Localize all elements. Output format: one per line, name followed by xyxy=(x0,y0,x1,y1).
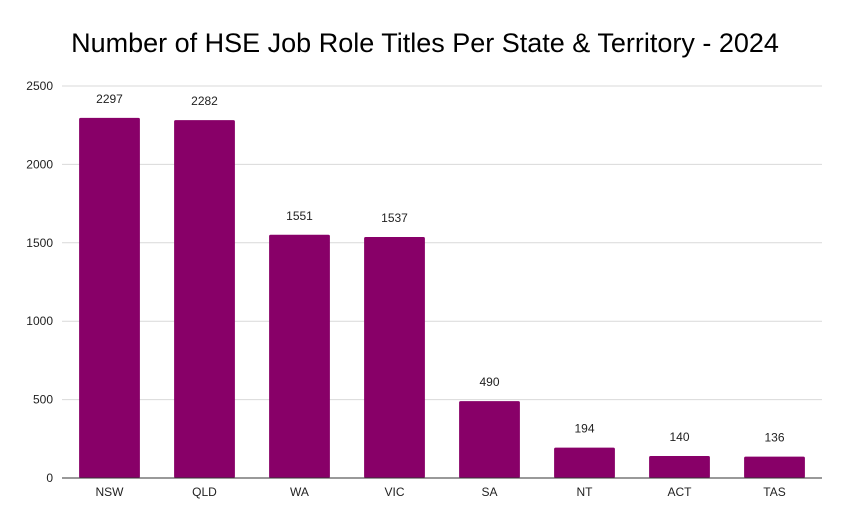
y-tick-label: 1000 xyxy=(26,314,53,328)
data-label-nsw: 2297 xyxy=(96,92,123,106)
data-label-vic: 1537 xyxy=(381,211,408,225)
bar-nt xyxy=(554,447,615,478)
bar-sa xyxy=(459,401,520,478)
data-label-act: 140 xyxy=(669,430,689,444)
data-label-wa: 1551 xyxy=(286,209,313,223)
data-label-tas: 136 xyxy=(764,431,784,445)
y-tick-label: 500 xyxy=(33,393,53,407)
y-tick-label: 2000 xyxy=(26,157,53,171)
bar-nsw xyxy=(79,117,140,479)
data-labels: 2297 2282 1551 1537 490 194 140 136 xyxy=(96,92,785,445)
x-tick-label-vic: VIC xyxy=(384,485,404,499)
x-axis-tick-labels: NSW QLD WA VIC SA NT ACT TAS xyxy=(96,485,786,499)
bar-tas xyxy=(744,456,805,478)
bar-act xyxy=(649,456,710,478)
bar-wa xyxy=(269,234,330,478)
y-tick-label: 2500 xyxy=(26,79,53,93)
chart-title: Number of HSE Job Role Titles Per State … xyxy=(71,28,779,58)
y-tick-label: 1500 xyxy=(26,236,53,250)
x-tick-label-act: ACT xyxy=(668,485,693,499)
x-tick-label-tas: TAS xyxy=(763,485,785,499)
data-label-qld: 2282 xyxy=(191,94,218,108)
x-tick-label-sa: SA xyxy=(481,485,497,499)
y-axis-tick-labels: 0 500 1000 1500 2000 2500 xyxy=(26,79,53,485)
bars xyxy=(79,117,805,479)
data-label-nt: 194 xyxy=(574,422,594,436)
bar-vic xyxy=(364,236,425,478)
x-tick-label-nsw: NSW xyxy=(96,485,125,499)
data-label-sa: 490 xyxy=(479,375,499,389)
x-tick-label-wa: WA xyxy=(290,485,309,499)
x-tick-label-qld: QLD xyxy=(192,485,217,499)
x-tick-label-nt: NT xyxy=(577,485,594,499)
y-tick-label: 0 xyxy=(46,471,53,485)
bar-qld xyxy=(174,120,235,478)
